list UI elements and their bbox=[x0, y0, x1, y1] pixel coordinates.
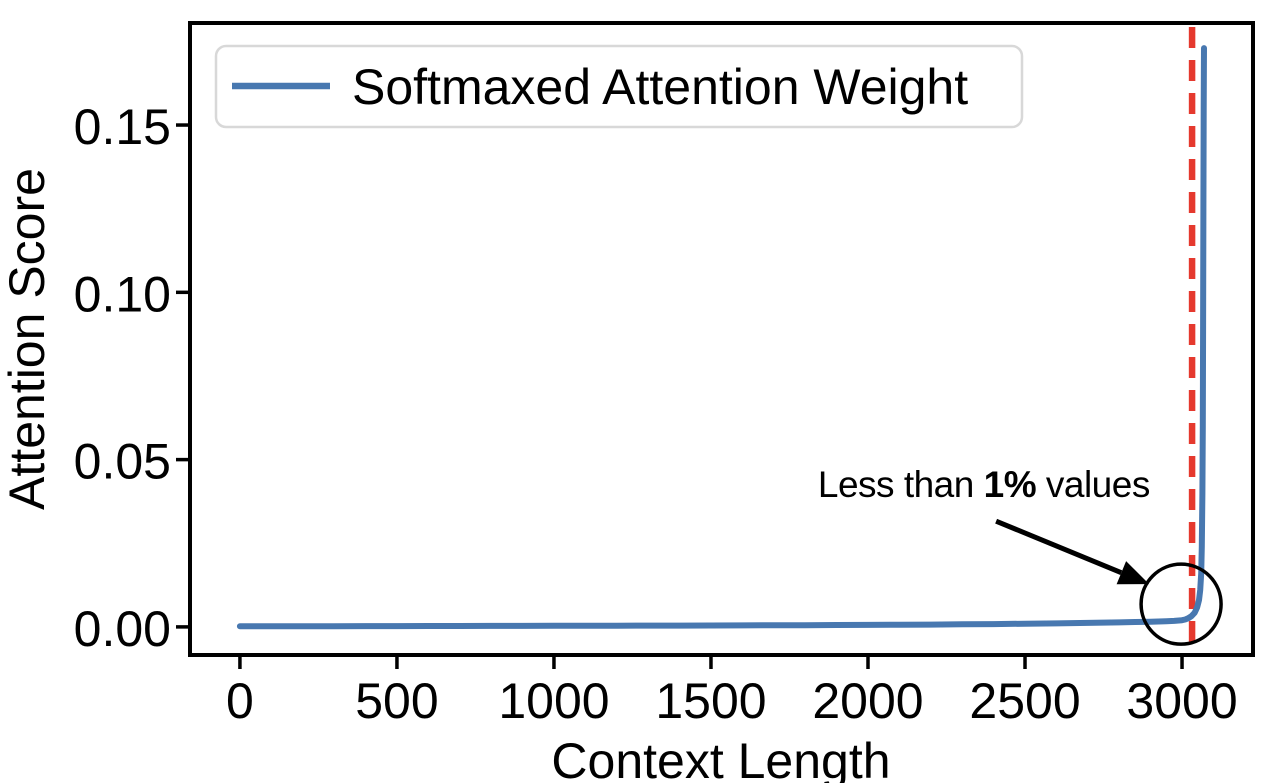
annotation-text-post: values bbox=[1036, 464, 1150, 505]
axis-ticks-layer: 0 500 1000 1500 2000 2500 3000 0.00 0.05 0.10 0.15 bbox=[74, 99, 1238, 729]
x-tick-label: 500 bbox=[355, 673, 438, 729]
y-tick-label: 0.15 bbox=[74, 99, 171, 155]
annotation-arrow-shaft bbox=[995, 518, 1123, 575]
annotation-text-pre: Less than bbox=[818, 464, 984, 505]
annotation-text: Less than 1% values bbox=[818, 464, 1150, 505]
x-axis-label: Context Length bbox=[551, 733, 890, 783]
attention-weight-curve bbox=[236, 45, 1207, 630]
x-tick-label: 0 bbox=[226, 673, 254, 729]
annotation-shapes-layer bbox=[995, 518, 1223, 646]
highlight-circle bbox=[1139, 562, 1223, 646]
plot-border bbox=[188, 21, 1255, 657]
x-tick-label: 2000 bbox=[812, 673, 923, 729]
x-tick-label: 3000 bbox=[1126, 673, 1237, 729]
x-tick-label: 1000 bbox=[498, 673, 609, 729]
y-axis-label: Attention Score bbox=[0, 168, 55, 510]
y-tick-label: 0.00 bbox=[74, 601, 171, 657]
series-layer bbox=[236, 27, 1207, 654]
x-tick-label: 1500 bbox=[655, 673, 766, 729]
x-tick-label: 2500 bbox=[969, 673, 1080, 729]
annotation-text-bold: 1% bbox=[984, 464, 1036, 505]
annotation-arrow-head bbox=[1116, 561, 1150, 585]
legend: Softmaxed Attention Weight bbox=[214, 44, 1024, 129]
legend-box bbox=[214, 44, 1024, 129]
y-tick-label: 0.05 bbox=[74, 434, 171, 490]
legend-entry-label: Softmaxed Attention Weight bbox=[352, 59, 968, 115]
y-tick-label: 0.10 bbox=[74, 266, 171, 322]
